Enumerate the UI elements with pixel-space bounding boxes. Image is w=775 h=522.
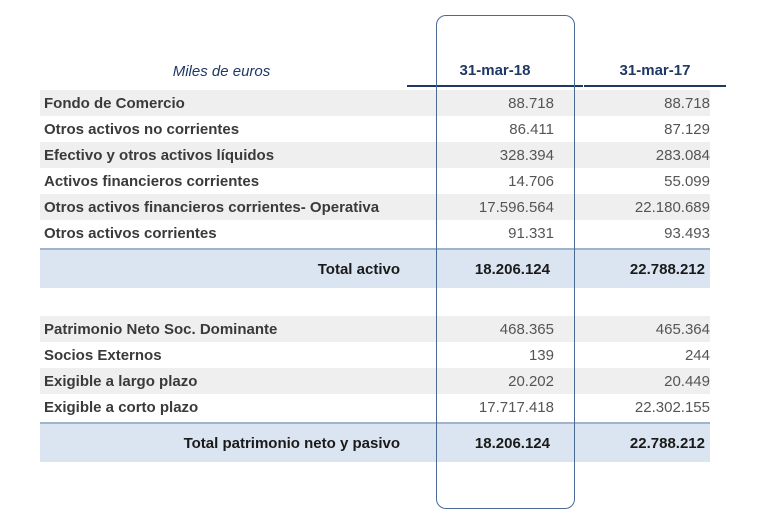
value-current: 88.718 <box>508 94 554 112</box>
row-label: Fondo de Comercio <box>44 94 185 112</box>
row-label: Otros activos no corrientes <box>44 120 240 138</box>
value-prior: 55.099 <box>664 172 710 190</box>
value-prior: 283.084 <box>655 146 710 164</box>
row-label: Otros activos corrientes <box>44 224 217 242</box>
total-value-prior: 22.788.212 <box>629 434 705 452</box>
value-prior: 20.449 <box>664 372 710 390</box>
row-label: Activos financieros corrientes <box>44 172 260 190</box>
value-current: 139 <box>528 346 554 364</box>
value-prior: 93.493 <box>664 224 710 242</box>
total-value-current: 18.206.124 <box>474 260 550 278</box>
value-current: 468.365 <box>499 320 554 338</box>
value-prior: 22.302.155 <box>634 398 710 416</box>
value-prior: 22.180.689 <box>634 198 710 216</box>
total-value-current: 18.206.124 <box>474 434 550 452</box>
value-prior: 244 <box>684 346 710 364</box>
table-row: Otros activos financieros corrientes- Op… <box>40 194 710 220</box>
table-row: Patrimonio Neto Soc. Dominante 468.365 4… <box>40 316 710 342</box>
row-label: Efectivo y otros activos líquidos <box>44 146 275 164</box>
table-row: Activos financieros corrientes 14.706 55… <box>40 168 710 194</box>
table-row: Fondo de Comercio 88.718 88.718 <box>40 90 710 116</box>
column-header-current: 31-mar-18 <box>407 55 583 87</box>
value-current: 91.331 <box>508 224 554 242</box>
table-row: Efectivo y otros activos líquidos 328.39… <box>40 142 710 168</box>
value-current: 14.706 <box>508 172 554 190</box>
table-row: Otros activos corrientes 91.331 93.493 <box>40 220 710 246</box>
units-label: Miles de euros <box>172 62 271 80</box>
total-assets-row: Total activo 18.206.124 22.788.212 <box>40 248 710 288</box>
column-header-prior: 31-mar-17 <box>584 55 726 87</box>
value-current: 86.411 <box>509 120 554 138</box>
row-label: Patrimonio Neto Soc. Dominante <box>44 320 278 338</box>
value-current: 17.717.418 <box>478 398 554 416</box>
row-label: Exigible a largo plazo <box>44 372 198 390</box>
value-current: 20.202 <box>508 372 554 390</box>
value-current: 17.596.564 <box>478 198 554 216</box>
total-liabilities-row: Total patrimonio neto y pasivo 18.206.12… <box>40 422 710 462</box>
value-prior: 87.129 <box>664 120 710 138</box>
total-value-prior: 22.788.212 <box>629 260 705 278</box>
table-row: Socios Externos 139 244 <box>40 342 710 368</box>
table-row: Exigible a corto plazo 17.717.418 22.302… <box>40 394 710 420</box>
value-prior: 465.364 <box>655 320 710 338</box>
row-label: Socios Externos <box>44 346 162 364</box>
liabilities-table: Patrimonio Neto Soc. Dominante 468.365 4… <box>40 316 710 420</box>
value-prior: 88.718 <box>664 94 710 112</box>
row-label: Otros activos financieros corrientes- Op… <box>44 198 380 216</box>
assets-table: Fondo de Comercio 88.718 88.718 Otros ac… <box>40 90 710 246</box>
row-label: Exigible a corto plazo <box>44 398 199 416</box>
table-row: Exigible a largo plazo 20.202 20.449 <box>40 368 710 394</box>
value-current: 328.394 <box>499 146 554 164</box>
table-row: Otros activos no corrientes 86.411 87.12… <box>40 116 710 142</box>
total-label: Total patrimonio neto y pasivo <box>183 434 400 452</box>
total-label: Total activo <box>317 260 400 278</box>
